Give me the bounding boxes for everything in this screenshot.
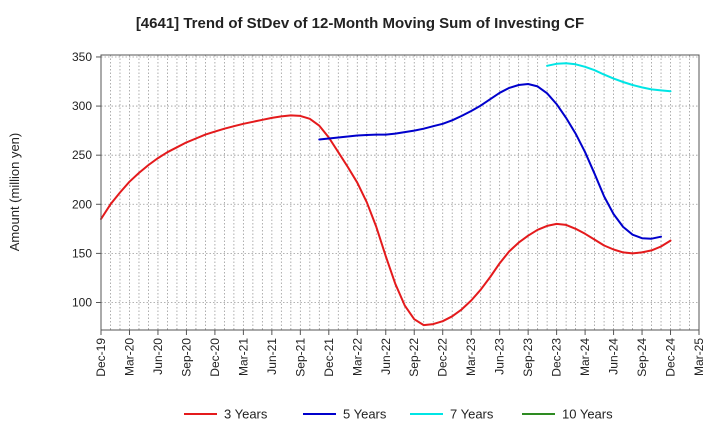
x-tick-label: Mar-20 bbox=[122, 338, 136, 376]
y-tick-label: 350 bbox=[72, 50, 92, 64]
x-tick-label: Sep-20 bbox=[179, 338, 193, 377]
x-tick-label: Jun-20 bbox=[151, 338, 165, 375]
x-tick-label: Mar-23 bbox=[464, 338, 478, 376]
x-tick-label: Dec-22 bbox=[436, 338, 450, 377]
x-tick-label: Mar-25 bbox=[692, 338, 706, 376]
legend-label-5-years: 5 Years bbox=[343, 407, 387, 422]
x-tick-label: Mar-21 bbox=[236, 338, 250, 376]
series-layer bbox=[100, 62, 672, 327]
y-tick-label: 150 bbox=[72, 246, 92, 260]
x-tick-label: Sep-24 bbox=[635, 338, 649, 377]
legend-label-3-years: 3 Years bbox=[224, 407, 268, 422]
series-line-5-years bbox=[318, 83, 662, 240]
y-tick-label: 300 bbox=[72, 99, 92, 113]
x-tick-label: Dec-20 bbox=[208, 338, 222, 377]
y-tick-label: 200 bbox=[72, 197, 92, 211]
grid bbox=[101, 55, 699, 330]
series-line-7-years bbox=[546, 62, 672, 93]
x-tick-label: Jun-24 bbox=[607, 338, 621, 375]
y-axis-label: Amount (million yen) bbox=[7, 133, 22, 252]
x-tick-label: Dec-19 bbox=[94, 338, 108, 377]
x-tick-label: Sep-22 bbox=[407, 338, 421, 377]
x-tick-label: Mar-22 bbox=[350, 338, 364, 376]
y-tick-label: 100 bbox=[72, 296, 92, 310]
x-tick-label: Mar-24 bbox=[578, 338, 592, 376]
x-tick-label: Jun-21 bbox=[265, 338, 279, 375]
plot-frame bbox=[100, 54, 700, 331]
legend: 3 Years 5 Years 7 Years 10 Years bbox=[184, 407, 613, 422]
x-tick-label: Jun-23 bbox=[493, 338, 507, 375]
x-tick-label: Sep-23 bbox=[521, 338, 535, 377]
x-tick-label: Sep-21 bbox=[293, 338, 307, 377]
legend-label-10-years: 10 Years bbox=[562, 407, 613, 422]
x-tick-label: Dec-23 bbox=[550, 338, 564, 377]
x-tick-label: Dec-24 bbox=[664, 338, 678, 377]
x-tick-label: Dec-21 bbox=[322, 338, 336, 377]
legend-label-7-years: 7 Years bbox=[450, 407, 494, 422]
series-line-3-years bbox=[100, 114, 672, 327]
y-tick-label: 250 bbox=[72, 148, 92, 162]
x-tick-label: Jun-22 bbox=[379, 338, 393, 375]
y-axis-ticks: 100 150 200 250 300 350 bbox=[72, 50, 101, 310]
chart-title: [4641] Trend of StDev of 12-Month Moving… bbox=[136, 15, 584, 32]
x-axis-ticks: Dec-19 Mar-20 Jun-20 Sep-20 Dec-20 Mar-21 Jun-… bbox=[94, 330, 706, 377]
